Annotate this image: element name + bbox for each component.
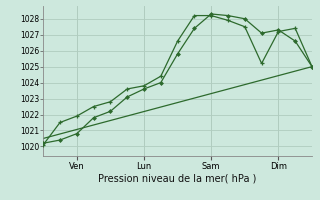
X-axis label: Pression niveau de la mer( hPa ): Pression niveau de la mer( hPa )	[99, 173, 257, 183]
